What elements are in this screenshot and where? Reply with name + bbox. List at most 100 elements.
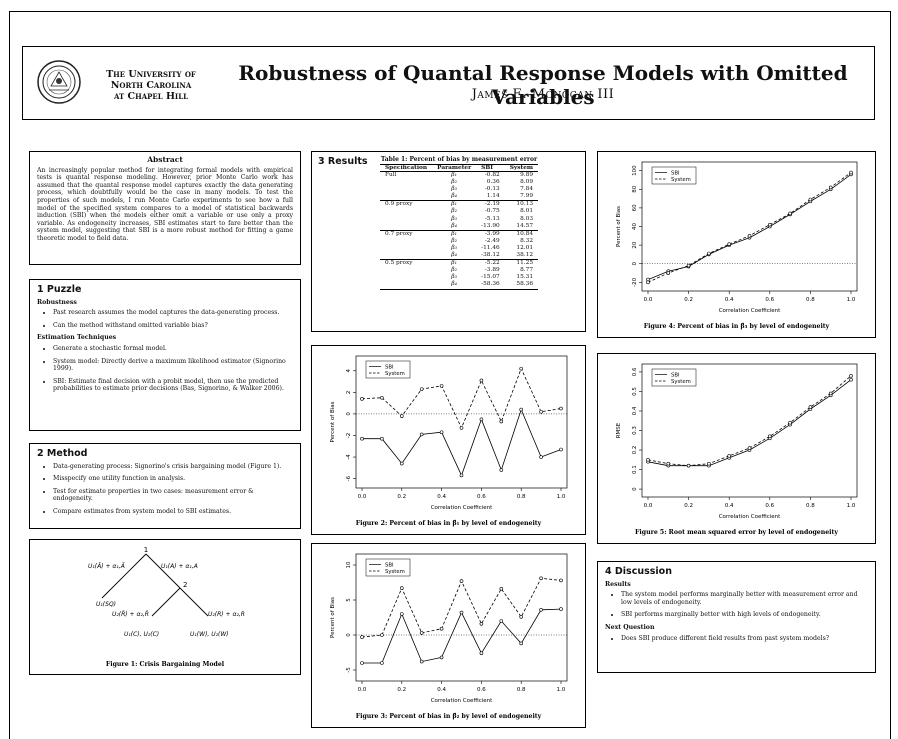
y-tick-label: 0.1: [632, 465, 638, 474]
data-point-system: [747, 446, 752, 450]
y-tick-label: 0.4: [632, 406, 638, 415]
method-panel: 2 Method Data-generating process: Signor…: [29, 443, 301, 529]
x-tick-label: 0.4: [437, 687, 446, 693]
y-tick-label: 0.3: [632, 426, 638, 435]
table-cell: 15.31: [516, 274, 534, 281]
y-axis-label: Percent of Bias: [616, 206, 622, 247]
table-row: β₃ -11.46 12.01: [380, 245, 538, 252]
university-seal-icon: [37, 60, 81, 104]
table-cell: -58.36: [476, 281, 505, 290]
poster-title: Robustness of Quantal Response Models wi…: [238, 61, 848, 109]
table-cell: 14.57: [516, 222, 534, 229]
y-tick-label: -6: [346, 475, 352, 481]
table-cell: 8.77: [520, 267, 534, 274]
outcome-c-label: U₁(C), U₂(C): [124, 631, 159, 638]
puzzle-list-robustness: Past research assumes the model captures…: [37, 309, 293, 329]
y-tick-label: 0: [346, 412, 352, 416]
legend-box: [651, 368, 697, 387]
list-item: SBI: Estimate final decision with a prob…: [53, 378, 293, 393]
table-cell: [380, 281, 433, 290]
table-row: β₄ 1.14 7.99: [380, 193, 538, 201]
x-axis-label: Correlation Coefficient: [431, 698, 493, 704]
x-tick-label: 1.0: [847, 503, 856, 509]
data-point-system: [768, 222, 772, 227]
legend-box: [365, 558, 411, 577]
plot-frame: [355, 355, 568, 489]
y-axis-label: RMSE: [616, 422, 622, 438]
list-item: Compare estimates from system model to S…: [53, 508, 293, 516]
list-item: Data-generating process: Signorino's cri…: [53, 463, 293, 471]
data-point-system: [788, 211, 792, 216]
table-cell: β₄: [432, 281, 477, 290]
x-tick-label: 0.8: [517, 687, 526, 693]
data-point-system: [646, 280, 650, 285]
table-row: β₂ -0.75 8.01: [380, 208, 538, 215]
table-cell: 8.32: [520, 237, 534, 244]
edge-label-r: U₂(R) + α₂,R: [208, 611, 245, 618]
table-cell: 8.03: [520, 215, 534, 222]
table-cell: -2.49: [484, 237, 500, 244]
node-1-label: 1: [144, 546, 148, 554]
table-cell: -5.13: [484, 215, 500, 222]
data-point-sbi: [380, 661, 384, 665]
data-point-sbi: [360, 436, 364, 441]
figure3-panel: 0.0 0.2 0.4 0.6 0.8 1.0 -5 0 5 10 Correlation Coef…: [311, 543, 586, 728]
legend-entry: SBI: [671, 373, 680, 379]
list-item: Can the method withstand omitted variabl…: [53, 322, 293, 330]
y-axis-label: Percent of Bias: [330, 597, 336, 638]
data-point-system: [479, 378, 484, 383]
data-point-system: [539, 409, 543, 414]
x-tick-label: 0.6: [765, 503, 774, 509]
data-point-system: [459, 426, 464, 430]
puzzle-panel: 1 Puzzle Robustness Past research assume…: [29, 279, 301, 431]
y-tick-label: 40: [632, 223, 638, 230]
y-tick-label: 80: [632, 185, 638, 192]
outcome-sq-label: U₁(SQ): [96, 601, 116, 608]
y-tick-label: -2: [346, 433, 352, 438]
table-cell: -3.89: [484, 267, 500, 274]
x-tick-label: 0.0: [358, 687, 367, 693]
table-cell: -11.46: [481, 244, 500, 251]
abstract-text: An increasingly popular method for integ…: [37, 166, 293, 242]
table-cell: 10.13: [504, 200, 539, 209]
table-row: β₂ 0.36 8.09: [380, 179, 538, 186]
table-row: β₄ -58.36 58.36: [380, 281, 539, 290]
y-axis-label: Percent of Bias: [330, 401, 336, 442]
data-point-system: [727, 242, 731, 246]
data-point-system: [559, 578, 563, 583]
discussion-list-results: The system model performs marginally bet…: [605, 591, 868, 619]
table-cell: β₄: [451, 252, 457, 259]
legend-entry: System: [385, 569, 405, 575]
x-tick-label: 0.0: [358, 494, 367, 500]
data-point-sbi: [499, 468, 504, 472]
list-item: The system model performs marginally bet…: [621, 591, 868, 606]
table-cell: [380, 193, 432, 201]
figure2-chart: 0.0 0.2 0.4 0.6 0.8 1.0 -6 -4 -2 0 2 4 Correlation C…: [330, 355, 568, 527]
x-axis-label: Correlation Coefficient: [431, 505, 493, 511]
legend-box: [365, 360, 411, 379]
data-point-system: [768, 434, 772, 439]
table-cell: [380, 216, 432, 223]
data-point-system: [499, 586, 504, 591]
data-point-sbi: [479, 651, 484, 655]
table-row: 0.5 proxy β₁ -5.22 11.25: [380, 259, 539, 268]
data-point-sbi: [380, 436, 384, 441]
series-line-sbi: [647, 379, 852, 467]
table-cell: β₄: [451, 222, 457, 229]
data-point-system: [380, 633, 384, 637]
data-point-system: [808, 197, 813, 202]
series-line-system: [361, 577, 562, 638]
x-tick-label: 0.4: [437, 494, 446, 500]
list-item: Test for estimate properties in two case…: [53, 488, 293, 503]
table-cell: -5.22: [476, 259, 505, 268]
table-cell: 8.01: [520, 208, 534, 215]
x-tick-label: 0.4: [725, 297, 734, 303]
legend-entry: SBI: [385, 365, 394, 371]
table-cell: β₂: [451, 237, 457, 244]
discussion-subheading-next: Next Question: [605, 623, 655, 631]
table-cell: -0.82: [484, 172, 500, 178]
legend-entry: System: [671, 379, 691, 385]
list-item: Misspecify one utility function in analy…: [53, 475, 293, 483]
x-tick-label: 0.6: [477, 494, 486, 500]
data-point-system: [400, 414, 404, 418]
